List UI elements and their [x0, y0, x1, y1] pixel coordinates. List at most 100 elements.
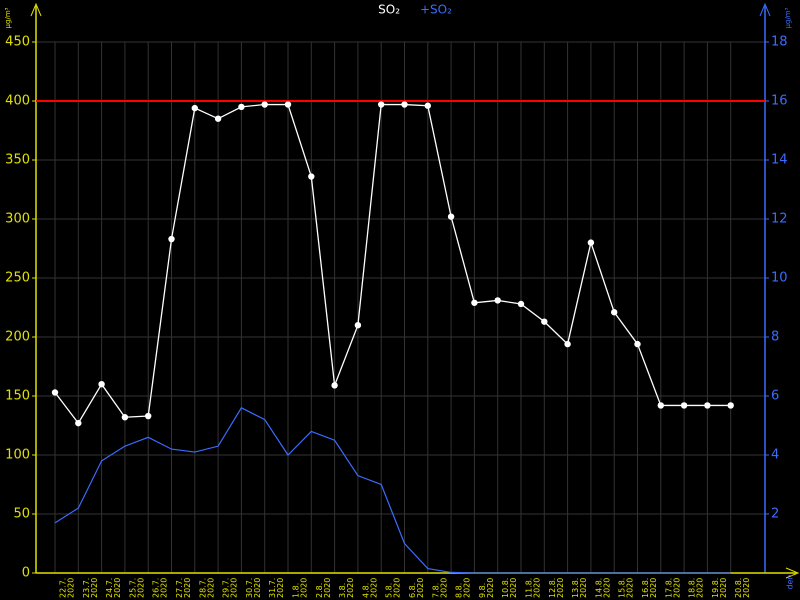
y-tick-label: 300: [5, 212, 30, 227]
grid: [36, 41, 765, 574]
x-tick-label: 26.7.: [152, 578, 161, 598]
x-tick-label: 4.8.: [361, 583, 370, 598]
x-tick-label: 13.8.: [571, 578, 580, 598]
point: [657, 402, 664, 409]
x-tick-label: 19.8.: [711, 578, 720, 598]
x-tick-year: 2020: [742, 578, 751, 598]
point: [261, 101, 268, 108]
point: [121, 414, 129, 421]
y-tick-label: 100: [5, 448, 30, 463]
point: [727, 402, 734, 409]
point: [564, 340, 571, 348]
legend-plus-so2: +SO₂: [420, 3, 452, 17]
y-tick-label: 0: [22, 566, 30, 581]
x-tick-year: 2020: [369, 578, 378, 598]
series-line: [54, 407, 731, 574]
point: [308, 173, 315, 180]
y2-tick-label: 4: [771, 448, 779, 463]
y2-tick-label: 6: [771, 389, 779, 404]
y2-tick-label: 2: [771, 507, 779, 522]
x-tick-year: 2020: [556, 578, 565, 598]
x-tick-year: 2020: [463, 578, 472, 598]
y2-tick-label: 18: [771, 35, 788, 50]
x-tick-label: 17.8.: [664, 578, 673, 598]
x-tick-year: 2020: [253, 578, 262, 598]
point: [471, 299, 478, 306]
y-tick-label: 400: [5, 94, 30, 109]
x-tick-label: 28.7.: [198, 578, 207, 598]
x-tick-year: 2020: [230, 578, 239, 598]
y2-tick-label: 14: [771, 153, 788, 168]
x-tick-year: 2020: [393, 578, 402, 598]
point: [517, 300, 525, 308]
point: [98, 381, 105, 388]
y-tick-label: 50: [13, 507, 30, 522]
point: [587, 239, 595, 246]
point: [75, 419, 82, 427]
x-tick-label: 5.8.: [385, 583, 394, 598]
y2-unit: µg/m³: [784, 7, 792, 28]
x-tick-label: 30.7.: [245, 578, 254, 598]
x-tick-label: 31.7.: [268, 578, 277, 598]
series-line: [54, 103, 731, 425]
x-tick-year: 2020: [346, 578, 355, 598]
x-tick-year: 2020: [206, 578, 215, 598]
x-tick-label: 18.8.: [688, 578, 697, 598]
x-tick-year: 2020: [486, 578, 495, 598]
x-tick-year: 2020: [509, 578, 518, 598]
point: [145, 412, 152, 420]
x-tick-label: 8.8.: [455, 583, 464, 598]
x-tick-year: 2020: [626, 578, 635, 598]
y-axis-arrow: [30, 2, 42, 17]
x-tick-year: 2020: [602, 578, 611, 598]
x-tick-year: 2020: [67, 578, 76, 598]
point: [611, 309, 618, 316]
x-tick-label: 29.7.: [222, 578, 231, 598]
x-tick-label: 25.7.: [128, 578, 137, 598]
y2-tick-label: 12: [771, 212, 788, 227]
x-tick-year: 2020: [323, 578, 332, 598]
point: [634, 340, 641, 348]
x-unit: den: [786, 574, 795, 589]
x-tick-year: 2020: [696, 578, 705, 598]
point: [378, 101, 385, 108]
point: [284, 101, 292, 108]
y-tick-label: 150: [5, 389, 30, 404]
point: [424, 102, 431, 109]
x-tick-year: 2020: [183, 578, 192, 598]
y2-tick-label: 16: [771, 94, 788, 109]
y-tick-label: 250: [5, 271, 30, 286]
x-tick-label: 27.7.: [175, 578, 184, 598]
y-tick-label: 450: [5, 35, 30, 50]
x-tick-label: 11.8.: [525, 578, 534, 598]
x-tick-year: 2020: [672, 578, 681, 598]
y-unit: µg/m³: [4, 7, 12, 28]
point: [447, 213, 455, 220]
point: [401, 101, 408, 108]
x-tick-year: 2020: [136, 578, 145, 598]
x-tick-year: 2020: [90, 578, 99, 598]
y2-tick-label: 8: [771, 330, 779, 345]
x-tick-year: 2020: [160, 578, 169, 598]
x-tick-year: 2020: [439, 578, 448, 598]
point: [214, 115, 222, 122]
x-tick-label: 6.8.: [408, 583, 417, 598]
y2-tick-label: 10: [771, 271, 788, 286]
x-tick-label: 16.8.: [641, 578, 650, 598]
x-tick-label: 9.8.: [478, 583, 487, 598]
y-tick-label: 200: [5, 330, 30, 345]
plot: 0 50 100 150 200 250 300 350 400 450 2 4 6 8 10 12 14 16 1…: [5, 35, 787, 599]
x-tick-year: 2020: [719, 578, 728, 598]
x-tick-year: 2020: [113, 578, 122, 598]
point: [331, 382, 338, 389]
point: [168, 235, 175, 243]
x-tick-label: 12.8.: [548, 578, 557, 598]
x-tick-year: 2020: [649, 578, 658, 598]
x-axis-arrow: [785, 567, 800, 579]
legend-so2: SO₂: [378, 3, 400, 17]
x-tick-label: 22.7.: [59, 578, 68, 598]
point: [680, 402, 688, 409]
x-tick-label: 14.8.: [594, 578, 603, 598]
